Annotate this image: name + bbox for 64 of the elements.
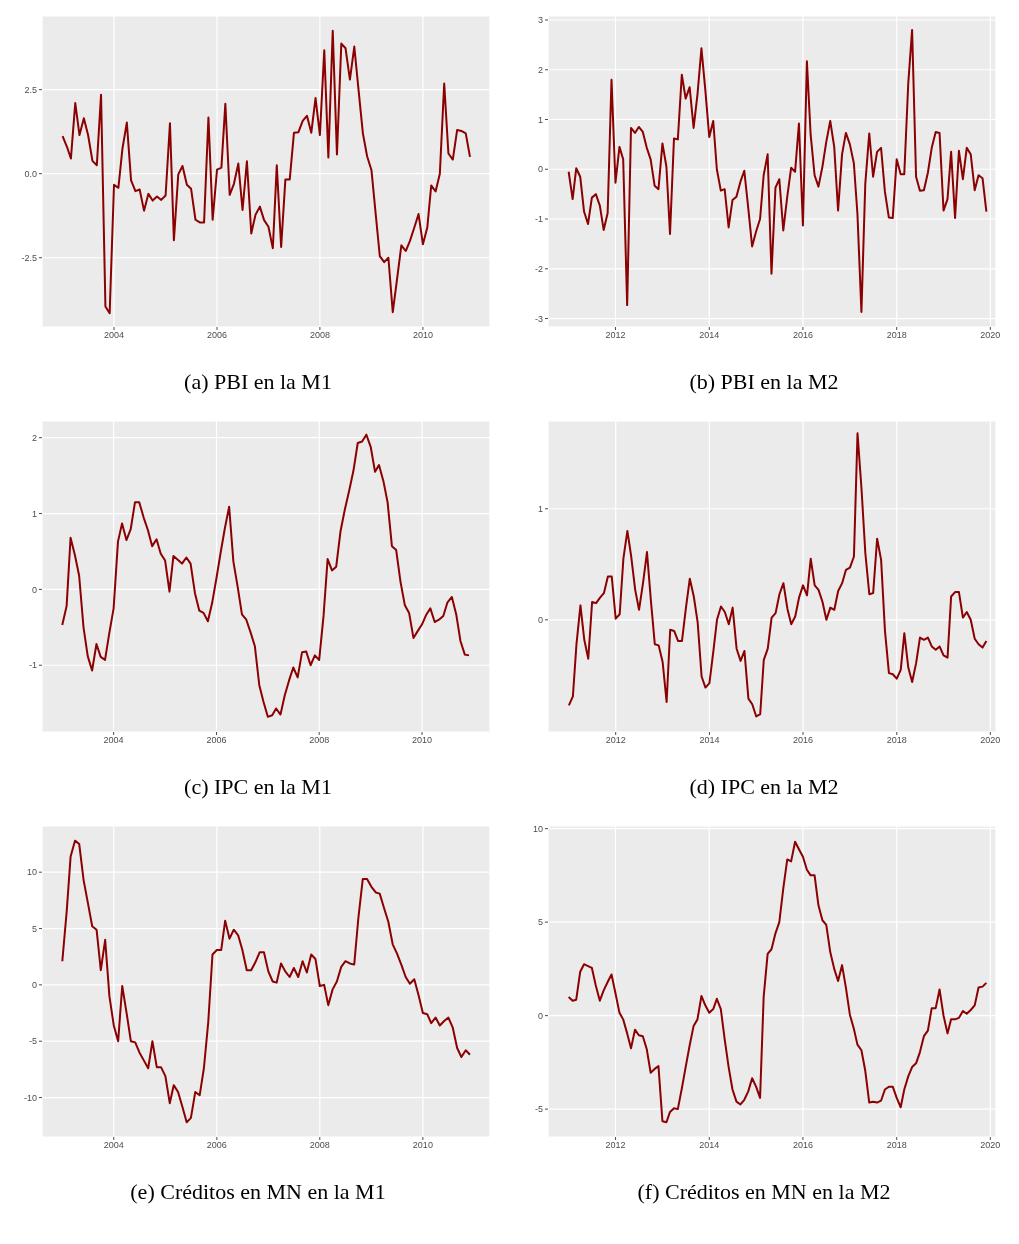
x-tick-label: 2004 [103, 1140, 124, 1151]
x-tick-label: 2010 [412, 1140, 433, 1151]
y-tick-label: 0 [31, 584, 37, 595]
x-tick-label: 2016 [793, 735, 814, 746]
y-tick-label: 2 [31, 432, 37, 443]
x-tick-label: 2004 [104, 330, 125, 341]
x-tick-label: 2018 [886, 1140, 907, 1151]
text: (f) Créditos en MN en la M2 [637, 1179, 891, 1205]
x-tick-label: 2008 [309, 1140, 330, 1151]
text: (b) PBI en la M2 [689, 369, 839, 395]
y-tick-label: -1 [534, 214, 543, 225]
y-tick-label: 1 [537, 114, 543, 125]
x-tick-label: 2020 [980, 330, 1001, 341]
y-tick-label: 5 [537, 917, 543, 928]
y-tick-label: 10 [532, 823, 543, 834]
y-tick-label: 0 [537, 1010, 543, 1021]
x-tick-label: 2012 [605, 1140, 626, 1151]
line-series [61, 29, 471, 315]
y-tick-label: -2.5 [21, 252, 37, 263]
x-tick-label: 2006 [206, 1140, 227, 1151]
x-tick-label: 2006 [207, 330, 228, 341]
text: (a) PBI en la M1 [184, 369, 332, 395]
x-tick-label: 2004 [103, 735, 124, 746]
y-tick-label: 0 [31, 980, 37, 991]
y-tick-label: -10 [23, 1092, 37, 1103]
y-tick-label: 1 [31, 508, 37, 519]
x-tick-label: 2014 [699, 735, 720, 746]
y-tick-label: 0 [537, 615, 543, 626]
x-tick-label: 2010 [412, 735, 433, 746]
x-tick-label: 2018 [886, 330, 907, 341]
y-tick-label: 0 [537, 164, 543, 175]
y-tick-label: 5 [31, 923, 37, 934]
text: (e) Créditos en MN en la M1 [130, 1179, 386, 1205]
x-tick-label: 2012 [605, 330, 626, 341]
y-tick-label: -5 [28, 1036, 37, 1047]
y-tick-label: 2.5 [24, 84, 37, 95]
line-series [61, 839, 471, 1124]
line-series [567, 28, 988, 314]
x-tick-label: 2014 [699, 1140, 720, 1151]
text: (d) IPC en la M2 [689, 774, 839, 800]
y-tick-label: 0.0 [24, 168, 37, 179]
y-tick-label: -2 [534, 263, 543, 274]
line-series [61, 433, 471, 718]
y-tick-label: 1 [537, 503, 543, 514]
line-series [567, 432, 988, 718]
x-tick-label: 2020 [980, 1140, 1001, 1151]
x-tick-label: 2006 [206, 735, 227, 746]
x-tick-label: 2008 [309, 330, 330, 341]
y-tick-label: -1 [28, 660, 37, 671]
x-tick-label: 2016 [792, 330, 813, 341]
x-tick-label: 2018 [886, 735, 907, 746]
y-tick-label: -5 [534, 1104, 543, 1115]
x-tick-label: 2014 [699, 330, 720, 341]
y-tick-label: -3 [534, 313, 543, 324]
x-tick-label: 2008 [309, 735, 330, 746]
x-tick-label: 2010 [412, 330, 433, 341]
x-tick-label: 2016 [792, 1140, 813, 1151]
y-tick-label: 3 [537, 15, 543, 26]
y-tick-label: 10 [26, 867, 37, 878]
x-tick-label: 2020 [980, 735, 1001, 746]
line-series [567, 840, 988, 1124]
text: (c) IPC en la M1 [184, 774, 332, 800]
x-tick-label: 2012 [605, 735, 626, 746]
y-tick-label: 2 [537, 64, 543, 75]
